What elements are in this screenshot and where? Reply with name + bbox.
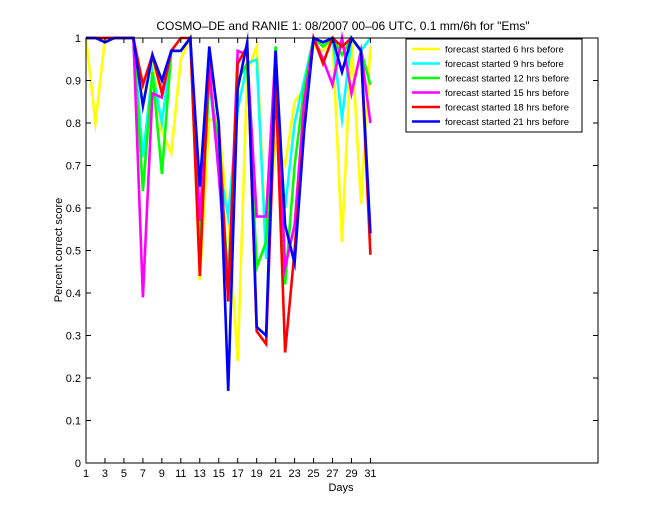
y-tick-label: 0.7 — [66, 161, 81, 173]
x-tick-label: 9 — [159, 468, 165, 480]
y-tick-label: 0 — [75, 458, 81, 470]
tick-labels: 1 3 5 7 9 11 13 15 17 19 21 23 25 27 29 3100.10.20.30.4… — [66, 33, 377, 480]
legend-label-3: forecast started 12 hrs before — [445, 74, 569, 85]
legend-label-1: forecast started 6 hrs before — [445, 45, 564, 56]
x-tick-label: 13 — [194, 468, 206, 480]
y-tick-label: 0.3 — [66, 331, 81, 343]
x-tick-label: 27 — [326, 468, 338, 480]
y-axis-label: Percent correct score — [53, 198, 65, 303]
y-tick-label: 1 — [75, 33, 81, 45]
x-tick-label: 1 — [83, 468, 89, 480]
legend-label-2: forecast started 9 hrs before — [445, 59, 564, 70]
x-tick-label: 3 — [102, 468, 108, 480]
legend-box — [405, 38, 583, 133]
chart-title: COSMO–DE and RANIE 1: 08/2007 00–06 UTC,… — [156, 19, 529, 33]
y-tick-label: 0.6 — [66, 203, 81, 215]
axes — [85, 37, 599, 464]
y-tick-label: 0.1 — [66, 416, 81, 428]
y-tick-label: 0.5 — [66, 246, 81, 258]
x-tick-label: 25 — [307, 468, 319, 480]
legend-label-4: forecast started 15 hrs before — [445, 88, 569, 99]
x-tick-label: 7 — [140, 468, 146, 480]
legend-label-5: forecast started 18 hrs before — [445, 103, 569, 114]
legend-label-6: forecast started 21 hrs before — [445, 117, 569, 128]
x-tick-label: 19 — [251, 468, 263, 480]
x-tick-label: 17 — [232, 468, 244, 480]
x-tick-label: 23 — [288, 468, 300, 480]
x-tick-label: 29 — [345, 468, 357, 480]
y-tick-label: 0.2 — [66, 373, 81, 385]
x-tick-label: 11 — [175, 468, 186, 480]
legend: forecast started 6 hrs before forecast st… — [405, 38, 583, 133]
y-tick-label: 0.8 — [66, 118, 81, 130]
x-tick-label: 15 — [213, 468, 225, 480]
x-tick-label: 5 — [121, 468, 127, 480]
y-tick-label: 0.4 — [66, 288, 81, 300]
x-tick-label: 21 — [270, 468, 282, 480]
y-tick-label: 0.9 — [66, 76, 81, 88]
x-tick-label: 31 — [364, 468, 376, 480]
x-axis-label: Days — [328, 482, 354, 494]
